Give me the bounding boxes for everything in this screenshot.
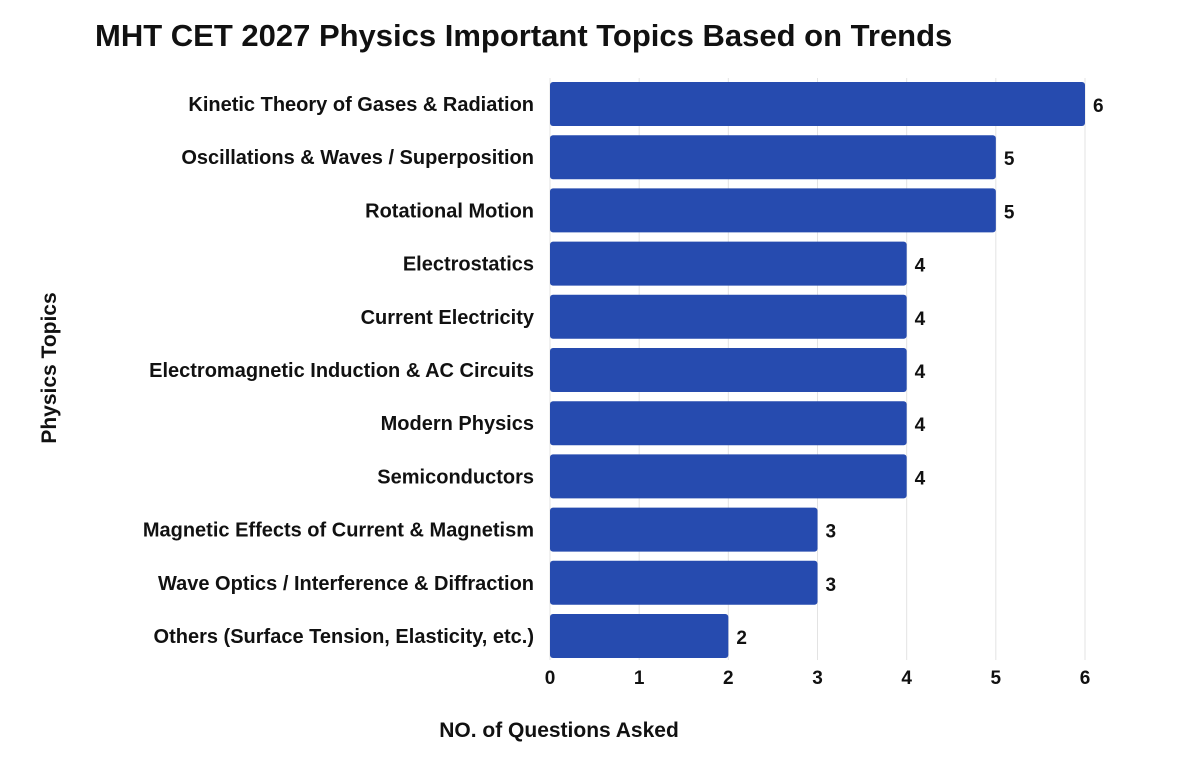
bars [550, 82, 1085, 658]
category-label: Semiconductors [377, 466, 534, 488]
category-label: Rotational Motion [365, 200, 534, 222]
x-tick-label: 5 [991, 668, 1002, 689]
data-label: 4 [915, 415, 926, 436]
chart-title: MHT CET 2027 Physics Important Topics Ba… [95, 18, 952, 53]
category-label: Magnetic Effects of Current & Magnetism [143, 520, 534, 542]
y-axis-title: Physics Topics [38, 292, 61, 443]
data-label: 4 [915, 362, 926, 383]
x-tick-label: 0 [545, 668, 556, 689]
bar [550, 188, 996, 233]
category-label: Kinetic Theory of Gases & Radiation [188, 94, 534, 116]
data-label: 5 [1004, 202, 1015, 223]
x-tick-label: 1 [634, 668, 645, 689]
x-tick-labels: 0 1 2 3 4 5 6 [545, 668, 1091, 689]
bar [550, 401, 907, 446]
data-label: 2 [736, 628, 747, 649]
data-label: 4 [915, 309, 926, 330]
data-label: 5 [1004, 149, 1015, 170]
data-label: 3 [826, 575, 837, 596]
category-label: Modern Physics [381, 413, 534, 435]
x-axis-title: NO. of Questions Asked [439, 719, 679, 742]
bar [550, 614, 729, 658]
bar [550, 82, 1085, 126]
category-label: Electromagnetic Induction & AC Circuits [149, 360, 534, 382]
bar [550, 135, 996, 180]
data-labels: 6 5 5 4 4 4 4 4 3 3 2 [736, 96, 1103, 649]
data-label: 3 [826, 522, 837, 543]
bar [550, 348, 907, 392]
bar [550, 454, 907, 499]
x-tick-label: 2 [723, 668, 734, 689]
data-label: 6 [1093, 96, 1104, 117]
x-tick-label: 3 [812, 668, 823, 689]
data-label: 4 [915, 256, 926, 277]
bar [550, 507, 818, 552]
data-label: 4 [915, 468, 926, 489]
category-label: Wave Optics / Interference & Diffraction [158, 573, 534, 595]
bar [550, 560, 818, 605]
category-label: Others (Surface Tension, Elasticity, etc… [154, 626, 534, 648]
category-label: Current Electricity [361, 307, 535, 329]
x-tick-label: 6 [1080, 668, 1091, 689]
category-label: Electrostatics [403, 254, 534, 276]
bar [550, 241, 907, 286]
x-tick-label: 4 [901, 668, 912, 689]
category-labels: Kinetic Theory of Gases & Radiation Oscil… [143, 94, 535, 648]
bar [550, 294, 907, 339]
category-label: Oscillations & Waves / Superposition [181, 147, 534, 169]
